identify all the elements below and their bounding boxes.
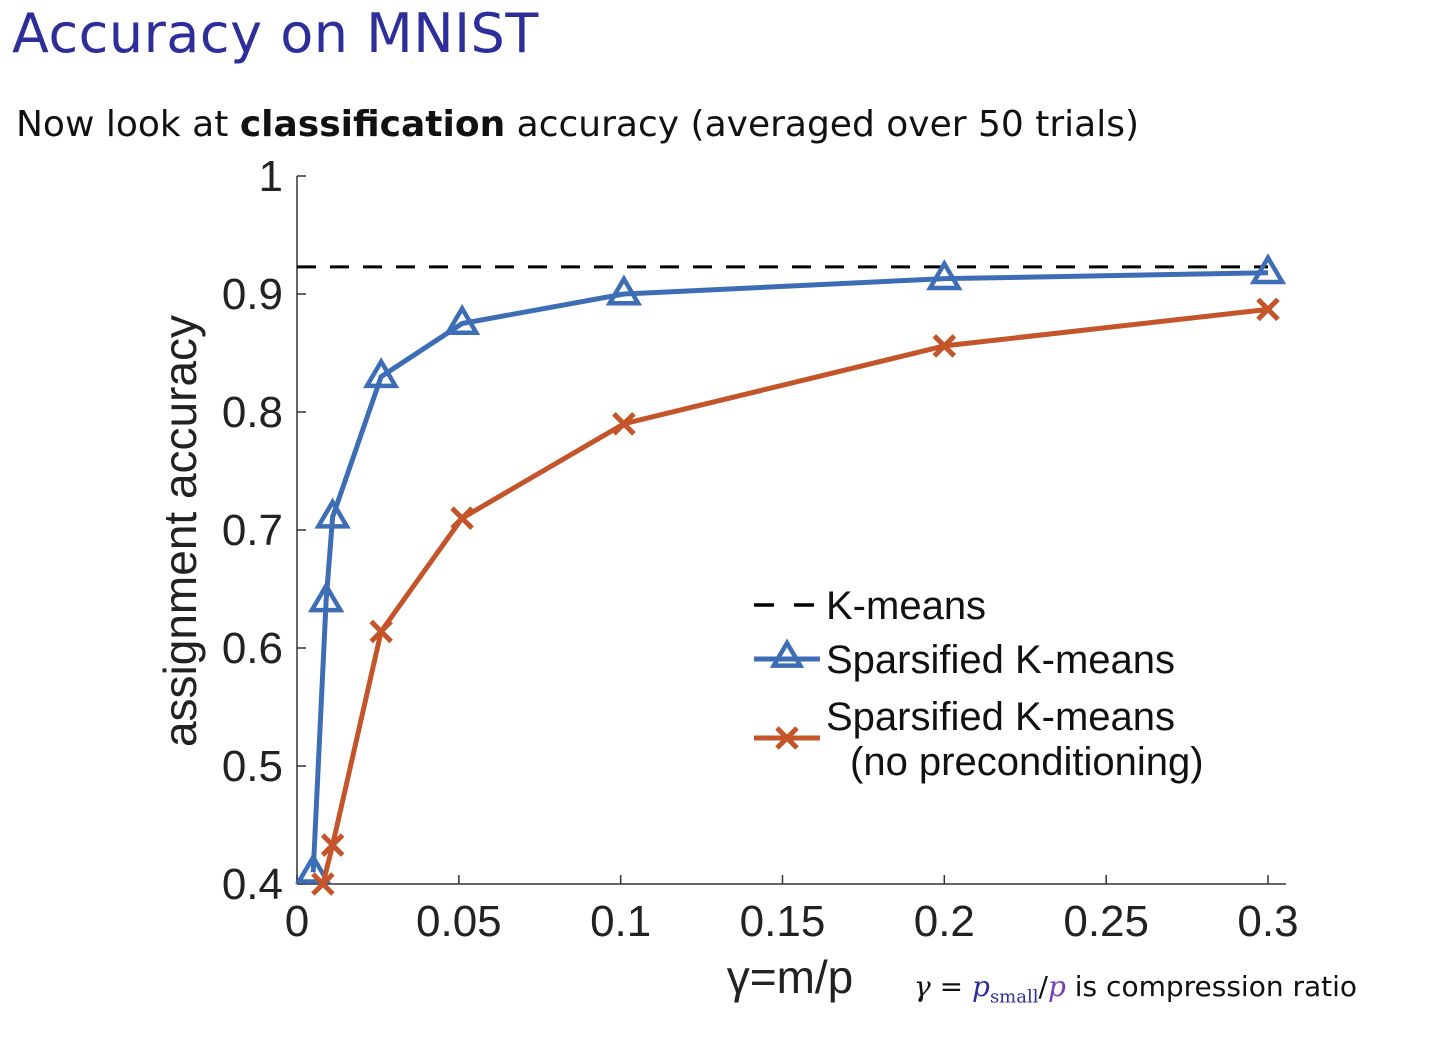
legend-label: K-means [826,584,986,628]
note-p: p [972,970,990,1003]
chart-axes: 0.4 0.5 0.6 0.7 0.8 0.9 1 0 0.05 0.1 0.15 0.2 0.25 0.… [222,152,1299,946]
y-axis-label: assignment accuracy [154,315,206,747]
note-p-small: psmall [972,970,1039,1003]
note-text: is compression ratio [1066,970,1357,1003]
note-p2: p [1048,970,1066,1003]
legend-item-2: Sparsified K-means(no preconditioning) [754,695,1204,784]
legend-item-1: Sparsified K-means [754,638,1175,682]
x-tick-label: 0.25 [1063,897,1149,946]
series-1 [299,258,1282,882]
y-tick-label: 0.5 [222,742,283,791]
triangle-marker [1254,258,1283,282]
legend-label: Sparsified K-means [826,695,1175,739]
legend-label-line2: (no preconditioning) [850,740,1204,784]
x-tick-label: 0.2 [914,897,975,946]
x-marker [452,508,472,528]
chart-series [297,258,1282,894]
y-tick-label: 0.9 [222,270,283,319]
series-2 [313,299,1278,894]
triangle-marker [774,643,801,666]
x-tick-label: 0.05 [416,897,502,946]
note-gamma: γ [914,970,931,1003]
note-subscript: small [990,987,1039,1008]
compression-ratio-note: γ = psmall/p is compression ratio [914,970,1357,1008]
x-axis-label: γ=m/p [727,951,854,1003]
x-tick-label: 0.1 [590,897,651,946]
note-slash: / [1039,970,1048,1003]
legend-label: Sparsified K-means [826,638,1175,682]
x-tick-label: 0 [285,897,309,946]
y-tick-label: 0.7 [222,506,283,555]
y-tick-label: 0.6 [222,624,283,673]
y-tick-label: 0.4 [222,860,283,909]
legend-item-0: K-means [754,584,986,628]
y-tick-label: 1 [259,152,283,201]
series-line [323,309,1268,884]
x-tick-label: 0.3 [1237,897,1298,946]
y-tick-label: 0.8 [222,388,283,437]
note-equals: = [931,970,972,1003]
x-tick-label: 0.15 [740,897,826,946]
